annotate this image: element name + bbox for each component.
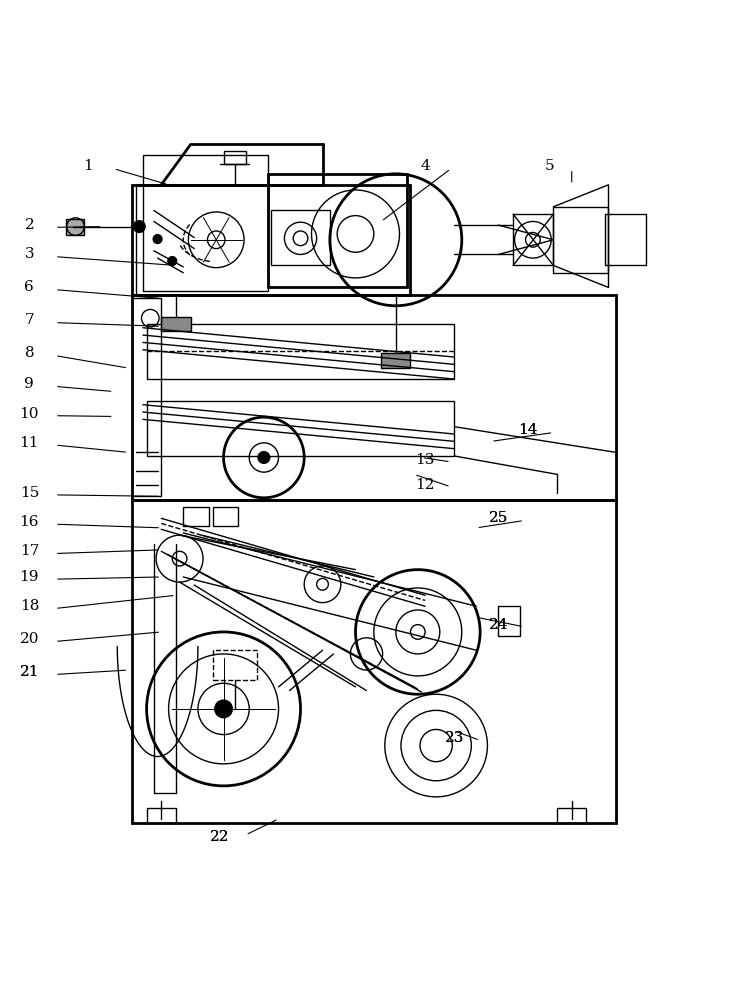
Text: 12: 12 (416, 478, 435, 492)
Text: 19: 19 (20, 570, 39, 584)
Circle shape (215, 700, 232, 718)
Text: 1: 1 (83, 159, 93, 173)
Text: 7: 7 (24, 313, 34, 327)
Bar (557, 808, 586, 823)
Bar (66, 219, 84, 235)
Text: 9: 9 (24, 377, 34, 391)
Text: 25: 25 (489, 511, 508, 525)
Text: 24: 24 (489, 618, 508, 632)
Bar (147, 808, 176, 823)
Text: 20: 20 (20, 632, 39, 646)
Text: 6: 6 (24, 280, 34, 294)
Text: 14: 14 (518, 423, 537, 437)
Text: 3: 3 (24, 247, 34, 261)
Bar (132, 298, 161, 496)
Text: 23: 23 (445, 731, 464, 745)
Text: 14: 14 (518, 423, 537, 437)
Bar (132, 185, 410, 295)
Text: 11: 11 (20, 436, 39, 450)
Bar (498, 606, 520, 636)
Text: 8: 8 (24, 346, 34, 360)
Bar (132, 295, 616, 500)
Text: 21: 21 (20, 665, 39, 679)
Text: 4: 4 (420, 159, 430, 173)
Circle shape (258, 452, 270, 463)
Bar (213, 507, 238, 526)
Text: 18: 18 (20, 599, 39, 613)
Bar (147, 401, 454, 456)
Text: 13: 13 (416, 453, 435, 467)
Bar (605, 214, 646, 265)
Text: 10: 10 (20, 407, 39, 421)
Text: 21: 21 (20, 665, 39, 679)
Circle shape (168, 257, 177, 265)
Bar (381, 353, 410, 368)
Circle shape (153, 235, 162, 243)
Bar (183, 507, 209, 526)
Bar (268, 174, 407, 287)
Text: 24: 24 (489, 618, 508, 632)
Bar (553, 207, 608, 273)
Text: 25: 25 (489, 511, 508, 525)
Text: 23: 23 (445, 731, 464, 745)
Text: 5: 5 (545, 159, 555, 173)
Text: 22: 22 (210, 830, 229, 844)
Bar (132, 500, 616, 823)
Text: 22: 22 (210, 830, 229, 844)
Bar (224, 151, 246, 164)
Text: 17: 17 (20, 544, 39, 558)
Bar (271, 210, 330, 265)
Bar (161, 317, 191, 331)
Text: 16: 16 (20, 515, 39, 529)
Bar (147, 324, 454, 379)
Circle shape (133, 221, 145, 232)
Bar (213, 650, 257, 680)
Bar (143, 155, 268, 291)
Text: 2: 2 (24, 218, 34, 232)
Bar (513, 214, 553, 265)
Text: 15: 15 (20, 486, 39, 500)
